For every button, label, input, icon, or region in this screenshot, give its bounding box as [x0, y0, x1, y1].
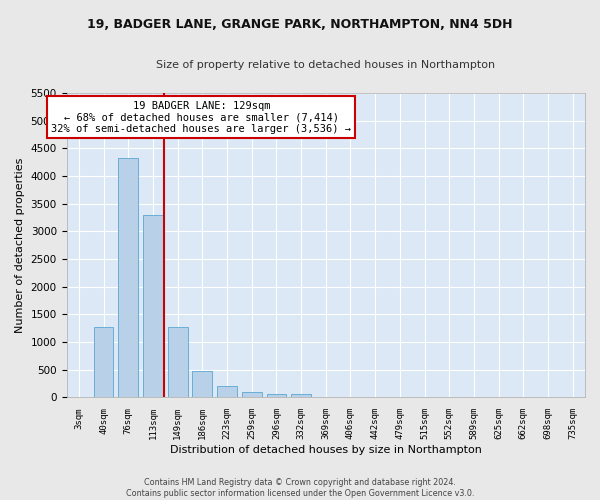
- Bar: [291, 394, 311, 398]
- Text: 19, BADGER LANE, GRANGE PARK, NORTHAMPTON, NN4 5DH: 19, BADGER LANE, GRANGE PARK, NORTHAMPTO…: [87, 18, 513, 30]
- X-axis label: Distribution of detached houses by size in Northampton: Distribution of detached houses by size …: [170, 445, 482, 455]
- Bar: [217, 386, 237, 398]
- Y-axis label: Number of detached properties: Number of detached properties: [15, 158, 25, 333]
- Bar: [143, 215, 163, 398]
- Bar: [242, 392, 262, 398]
- Title: Size of property relative to detached houses in Northampton: Size of property relative to detached ho…: [156, 60, 496, 70]
- Bar: [118, 158, 138, 398]
- Bar: [266, 394, 286, 398]
- Text: 19 BADGER LANE: 129sqm
← 68% of detached houses are smaller (7,414)
32% of semi-: 19 BADGER LANE: 129sqm ← 68% of detached…: [52, 100, 352, 134]
- Bar: [193, 371, 212, 398]
- Bar: [94, 327, 113, 398]
- Bar: [168, 326, 188, 398]
- Text: Contains HM Land Registry data © Crown copyright and database right 2024.
Contai: Contains HM Land Registry data © Crown c…: [126, 478, 474, 498]
